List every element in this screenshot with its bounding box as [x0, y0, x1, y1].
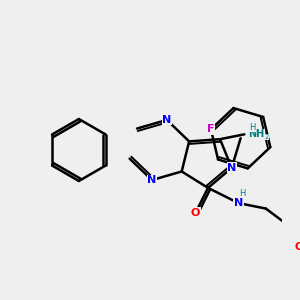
Text: N: N	[147, 175, 157, 185]
Text: NH: NH	[249, 129, 265, 139]
Text: N: N	[234, 198, 243, 208]
Text: 2: 2	[264, 134, 268, 140]
Text: F: F	[207, 124, 215, 134]
Text: H: H	[250, 123, 256, 132]
Text: O: O	[295, 242, 300, 253]
Text: H: H	[239, 189, 246, 198]
Text: N: N	[162, 115, 171, 125]
Text: N: N	[227, 163, 236, 173]
Text: O: O	[191, 208, 200, 218]
